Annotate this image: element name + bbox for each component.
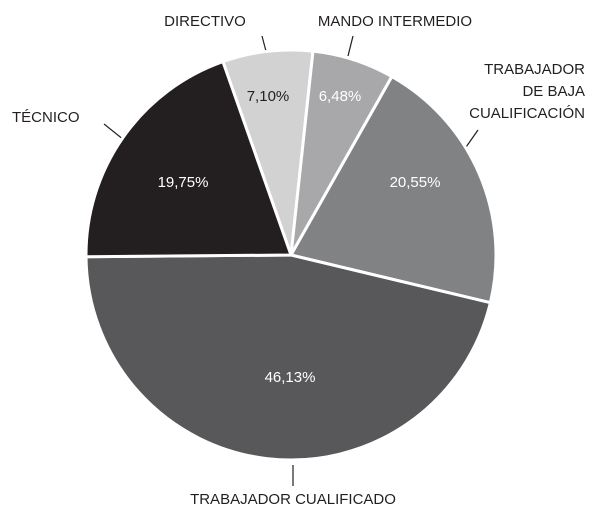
pie-slice	[288, 74, 498, 305]
value-label: 7,10%	[247, 88, 290, 105]
value-label: 6,48%	[319, 88, 362, 105]
value-label: 19,75%	[158, 174, 209, 191]
value-label: 46,13%	[265, 369, 316, 386]
value-label: 20,55%	[390, 174, 441, 191]
category-label: DIRECTIVO	[164, 13, 246, 30]
pie-slice	[84, 253, 493, 462]
category-label: MANDO INTERMEDIO	[317, 13, 473, 30]
leader-line	[347, 35, 354, 57]
category-label: TÉCNICO	[12, 109, 80, 126]
leader-line	[103, 123, 125, 141]
category-label: TRABAJADOR DE BAJA CUALIFICACIÓN	[469, 61, 585, 122]
category-label: TRABAJADOR CUALIFICADO	[190, 491, 396, 508]
pie-slice	[84, 59, 294, 259]
